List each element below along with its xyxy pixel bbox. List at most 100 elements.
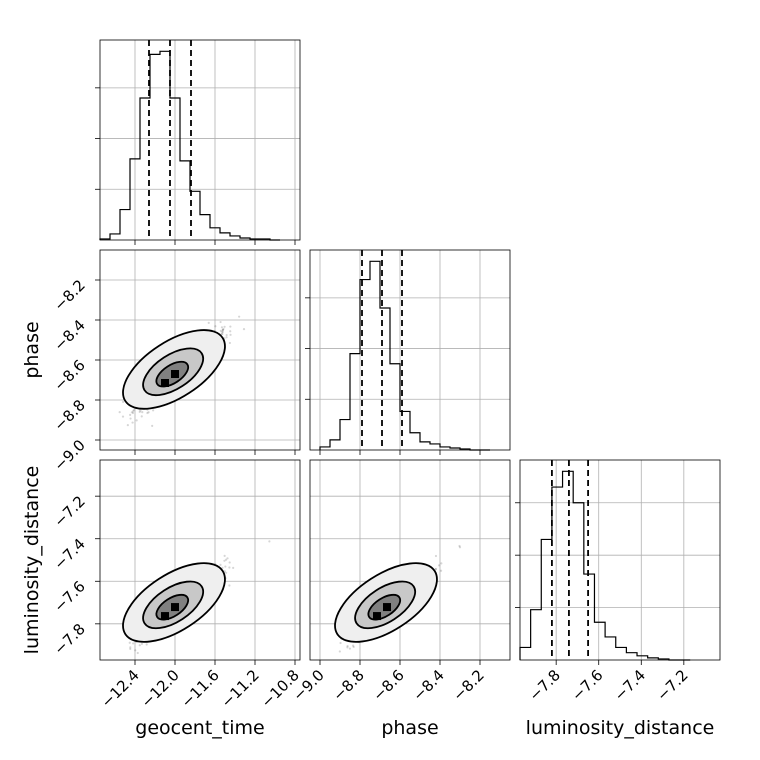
xtick-label-geocent_time-0: −12.4	[98, 666, 143, 711]
sample-point	[220, 326, 224, 329]
xtick-label-geocent_time-3: −11.2	[218, 666, 263, 711]
ytick-label-phase-2: −8.6	[50, 356, 88, 394]
ylabel-luminosity_distance: luminosity_distance	[21, 466, 43, 655]
xtick-label-phase-4: −8.2	[449, 666, 487, 704]
sample-point	[147, 411, 150, 414]
panel-geocent_time-phase	[99, 249, 301, 451]
ytick-label-phase-4: −8.2	[50, 276, 88, 314]
histogram-luminosity_distance	[519, 470, 691, 661]
sample-point	[136, 651, 139, 655]
sample-point	[225, 333, 228, 337]
sample-point	[437, 564, 441, 567]
ytick-label-phase-1: −8.8	[50, 396, 88, 434]
sample-point	[440, 562, 443, 565]
sample-point	[132, 642, 135, 645]
density-peak-cell	[383, 603, 391, 612]
sample-point	[339, 641, 342, 645]
sample-point	[219, 329, 222, 332]
sample-point	[228, 341, 231, 345]
sample-point	[129, 413, 132, 416]
ytick-label-luminosity_distance-1: −7.6	[50, 577, 88, 615]
xtick-label-geocent_time-2: −11.6	[178, 666, 223, 711]
xtick-label-phase-1: −8.8	[329, 666, 367, 704]
ytick-label-phase-0: −9.0	[50, 436, 88, 474]
sample-point	[138, 644, 141, 647]
sample-point	[229, 333, 232, 336]
sample-point	[223, 559, 226, 562]
sample-point	[225, 571, 228, 574]
sample-point	[352, 644, 355, 647]
sample-point	[219, 320, 222, 324]
sample-point	[224, 565, 227, 568]
sample-point	[228, 584, 231, 587]
sample-point	[222, 327, 225, 331]
sample-point	[151, 424, 154, 427]
sample-point	[140, 642, 144, 646]
sample-point	[228, 561, 231, 564]
panel-geocent_time-luminosity_distance	[99, 459, 301, 661]
xlabel-geocent_time: geocent_time	[135, 717, 264, 739]
sample-point	[121, 415, 125, 418]
panel-phase-luminosity_distance	[309, 459, 511, 661]
sample-point	[232, 566, 235, 570]
sample-point	[121, 400, 125, 403]
sample-point	[223, 325, 226, 328]
sample-point	[229, 325, 232, 328]
sample-point	[146, 411, 149, 415]
xtick-label-phase-2: −8.6	[369, 666, 407, 704]
sample-point	[221, 328, 224, 331]
sample-point	[348, 647, 352, 650]
sample-point	[134, 649, 137, 652]
ylabel-phase: phase	[21, 321, 43, 378]
sample-point	[346, 644, 349, 648]
sample-point	[226, 557, 229, 560]
density-peak-cell	[171, 370, 179, 378]
panel-geocent_time-hist	[99, 39, 301, 241]
scatter-group-phase-luminosity_distance	[334, 544, 462, 653]
sample-point	[223, 554, 226, 557]
sample-point	[434, 568, 437, 571]
density-peak-cell	[171, 603, 179, 612]
ytick-label-phase-3: −8.4	[50, 316, 88, 354]
xtick-label-luminosity_distance-1: −7.6	[568, 666, 606, 704]
sample-point	[126, 424, 129, 427]
sample-point	[207, 321, 210, 324]
sample-point	[132, 408, 135, 412]
sample-point	[141, 411, 144, 414]
sample-point	[242, 328, 246, 331]
histogram-phase	[319, 260, 490, 451]
sample-point	[434, 554, 438, 558]
ytick-label-luminosity_distance-3: −7.2	[50, 492, 88, 530]
xlabel-phase: phase	[381, 717, 438, 739]
sample-point	[439, 569, 443, 572]
sample-point	[131, 421, 134, 424]
sample-point	[338, 650, 341, 653]
sample-point	[128, 641, 131, 644]
sample-point	[135, 419, 138, 422]
sample-point	[434, 567, 438, 571]
xtick-label-geocent_time-1: −12.0	[138, 666, 183, 711]
sample-point	[223, 570, 226, 573]
sample-point	[138, 410, 141, 414]
sample-point	[458, 546, 462, 549]
xtick-label-phase-3: −8.4	[409, 666, 447, 704]
sample-point	[268, 540, 271, 543]
panel-phase-hist	[309, 249, 511, 451]
density-peak-cell	[373, 612, 381, 621]
xtick-label-luminosity_distance-3: −7.2	[653, 666, 691, 704]
density-peak-cell	[161, 612, 169, 621]
sample-point	[221, 330, 224, 333]
sample-point	[225, 336, 228, 339]
sample-point	[130, 411, 133, 414]
sample-point	[221, 566, 224, 569]
sample-point	[221, 328, 224, 332]
sample-point	[129, 646, 132, 649]
sample-point	[224, 558, 228, 561]
sample-point	[139, 409, 142, 412]
sample-point	[458, 544, 461, 548]
sample-point	[219, 563, 222, 566]
xtick-label-luminosity_distance-2: −7.4	[611, 666, 649, 704]
sample-point	[118, 411, 121, 414]
sample-point	[229, 330, 232, 333]
